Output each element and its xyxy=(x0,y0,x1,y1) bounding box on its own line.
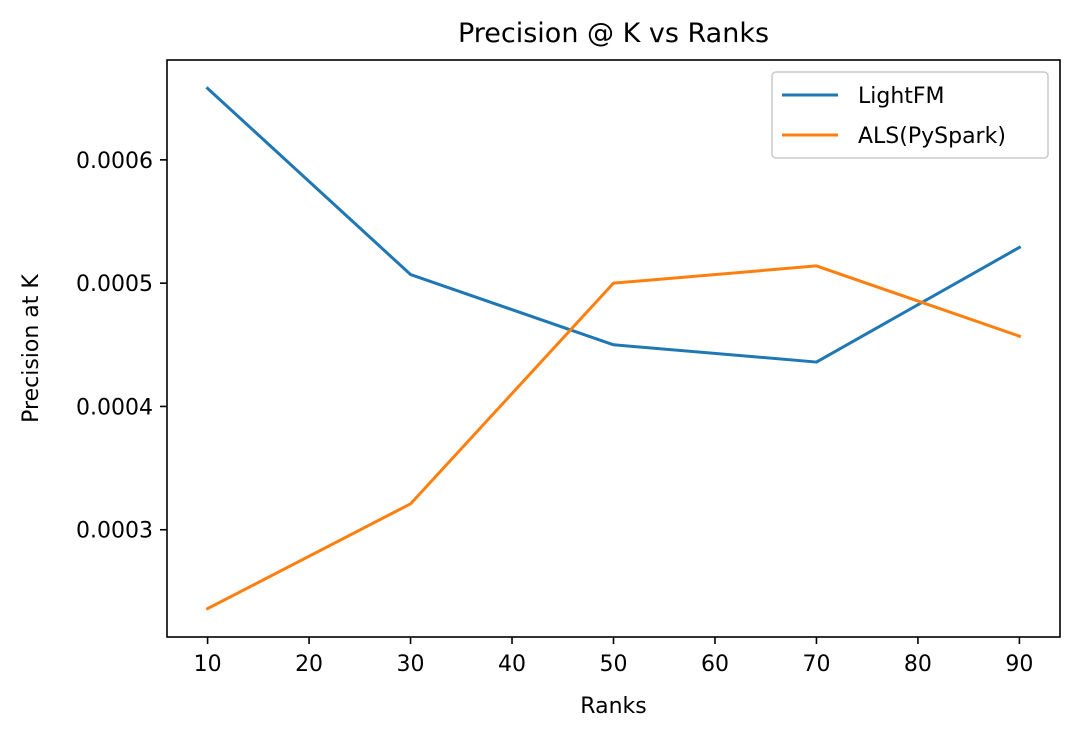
x-tick-label: 20 xyxy=(295,652,323,677)
x-tick-label: 10 xyxy=(194,652,222,677)
x-tick-label: 30 xyxy=(397,652,425,677)
legend: LightFM ALS(PySpark) xyxy=(771,71,1049,159)
x-axis-ticks: 10 20 30 40 50 60 70 80 90 xyxy=(194,637,1033,677)
x-tick-label: 70 xyxy=(802,652,830,677)
y-tick-label: 0.0004 xyxy=(76,395,153,420)
x-tick-label: 40 xyxy=(498,652,526,677)
chart-title: Precision @ K vs Ranks xyxy=(458,18,769,49)
y-axis-label: Precision at K xyxy=(19,274,44,423)
x-tick-label: 50 xyxy=(600,652,628,677)
x-tick-label: 90 xyxy=(1005,652,1033,677)
legend-label: ALS(PySpark) xyxy=(858,124,1006,149)
x-tick-label: 60 xyxy=(701,652,729,677)
x-tick-label: 80 xyxy=(904,652,932,677)
y-tick-label: 0.0005 xyxy=(76,272,153,297)
plot-marks xyxy=(205,86,1022,611)
legend-box xyxy=(771,71,1049,159)
y-tick-label: 0.0003 xyxy=(76,519,153,544)
y-axis-ticks: 0.0003 0.0004 0.0005 0.0006 xyxy=(76,149,167,544)
legend-label: LightFM xyxy=(858,84,945,109)
y-tick-label: 0.0006 xyxy=(76,149,153,174)
x-axis-label: Ranks xyxy=(580,694,646,719)
